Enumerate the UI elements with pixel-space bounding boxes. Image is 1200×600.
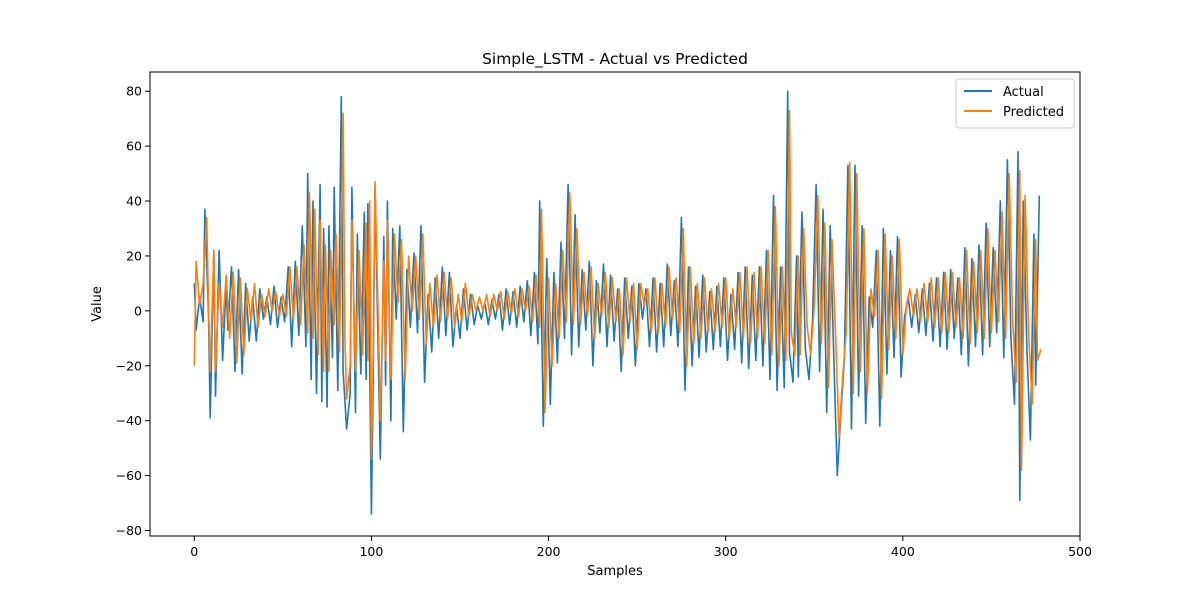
chart-title: Simple_LSTM - Actual vs Predicted [482,50,748,69]
legend-label-actual: Actual [1003,85,1044,100]
y-tick-label: 20 [126,248,142,263]
x-tick-label: 100 [359,544,383,559]
series-layer [193,90,1042,515]
x-tick-label: 500 [1068,544,1092,559]
x-axis: 0 100 200 300 400 500 [190,536,1092,559]
x-tick-label: 400 [891,544,915,559]
y-tick-label: 80 [126,84,142,99]
plot-frame [149,71,1081,537]
x-tick-label: 0 [190,544,198,559]
x-tick-label: 300 [714,544,738,559]
x-axis-label: Samples [587,564,643,579]
y-tick-label: 40 [126,194,142,209]
legend-label-predicted: Predicted [1003,105,1064,120]
y-axis: −80 −60 −40 −20 0 20 40 60 80 [116,84,150,538]
y-axis-label: Value [90,286,105,322]
y-tick-label: −40 [116,413,142,428]
y-tick-label: −80 [116,523,142,538]
y-tick-label: −20 [116,358,142,373]
series-line-actual [193,90,1041,515]
series-line-predicted [193,109,1042,471]
x-tick-label: 200 [537,544,561,559]
legend: Actual Predicted [955,78,1075,129]
y-tick-label: 0 [134,303,142,318]
y-tick-label: −60 [116,468,142,483]
y-tick-label: 60 [126,139,142,154]
